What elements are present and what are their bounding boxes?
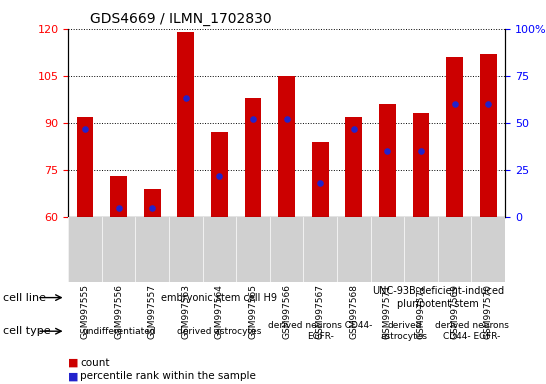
- Text: derived neurons CD44-
EGFR-: derived neurons CD44- EGFR-: [268, 321, 372, 341]
- Bar: [278, 76, 295, 217]
- Bar: [480, 54, 497, 217]
- Text: embryonic stem cell H9: embryonic stem cell H9: [162, 293, 277, 303]
- Text: undifferentiated: undifferentiated: [82, 327, 156, 336]
- Bar: [312, 142, 329, 217]
- Text: UNC-93B-deficient-induced
pluripotent stem: UNC-93B-deficient-induced pluripotent st…: [372, 286, 504, 309]
- Text: cell line: cell line: [3, 293, 46, 303]
- Bar: [211, 132, 228, 217]
- Point: [114, 205, 123, 211]
- Point: [383, 148, 392, 154]
- Point: [181, 95, 190, 101]
- Bar: [110, 176, 127, 217]
- Text: count: count: [80, 358, 110, 368]
- Bar: [346, 117, 362, 217]
- Bar: [177, 32, 194, 217]
- Bar: [76, 117, 93, 217]
- Text: ■: ■: [68, 371, 79, 381]
- Text: percentile rank within the sample: percentile rank within the sample: [80, 371, 256, 381]
- Point: [349, 126, 358, 132]
- Bar: [413, 114, 430, 217]
- Point: [282, 116, 291, 122]
- Text: cell type: cell type: [3, 326, 50, 336]
- Bar: [144, 189, 161, 217]
- Bar: [379, 104, 396, 217]
- Text: GDS4669 / ILMN_1702830: GDS4669 / ILMN_1702830: [90, 12, 272, 26]
- Text: derived
astrocytes: derived astrocytes: [381, 321, 428, 341]
- Point: [248, 116, 257, 122]
- Point: [417, 148, 425, 154]
- Point: [316, 180, 325, 186]
- Point: [148, 205, 157, 211]
- Text: ■: ■: [68, 358, 79, 368]
- Bar: [245, 98, 262, 217]
- Bar: [446, 57, 463, 217]
- Point: [215, 172, 224, 179]
- Text: derived astrocytes: derived astrocytes: [177, 327, 262, 336]
- Point: [450, 101, 459, 107]
- Point: [81, 126, 90, 132]
- Text: derived neurons
CD44- EGFR-: derived neurons CD44- EGFR-: [435, 321, 508, 341]
- Point: [484, 101, 492, 107]
